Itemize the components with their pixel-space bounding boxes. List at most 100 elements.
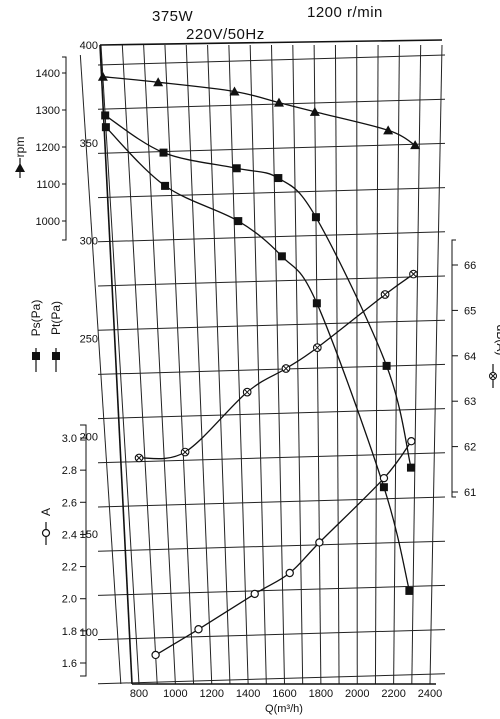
point-rpm [309, 106, 320, 116]
pt-axis-label: Pt(Pa) [49, 301, 63, 335]
grid-vline [164, 44, 195, 685]
grid-vline [249, 44, 267, 685]
noise-tick-label: 65 [464, 305, 476, 317]
grid-vline [393, 44, 400, 685]
point-a [379, 473, 389, 483]
current-tick-label: 2.4 [62, 529, 77, 541]
current-tick-label: 3.0 [62, 433, 77, 445]
point-db-a [180, 447, 190, 457]
point-ps-pa [379, 483, 388, 492]
noise-tick-label: 63 [464, 396, 476, 408]
point-db-a [409, 269, 418, 279]
point-rpm [153, 77, 164, 87]
noise-axis-label: dB(A) [494, 325, 500, 356]
grid-vline [143, 44, 176, 685]
series-rpm [97, 71, 421, 150]
noise-tick-label: 61 [464, 487, 476, 499]
point-a [315, 538, 324, 547]
point-ps-pa [405, 586, 414, 595]
point-rpm [410, 140, 421, 150]
current-tick-label: 2.0 [62, 594, 77, 606]
current-tick-label: 2.6 [62, 497, 77, 509]
point-db-a [281, 364, 291, 373]
point-a [194, 625, 203, 634]
point-a [151, 650, 160, 660]
speed-label: 1200 r/min [307, 4, 383, 21]
axes: 800 1000 1200 1400 1600 1800 2000 2200 2400 Q(m³/… [13, 40, 500, 715]
pressure-tick-label: 100 [80, 627, 98, 639]
rpm-axis-bracket [62, 56, 67, 241]
point-a [285, 568, 294, 578]
x-tick-label: 1600 [272, 688, 296, 700]
grid-vline [207, 44, 231, 685]
grid-hline [97, 540, 446, 552]
rpm-legend-marker [15, 163, 25, 172]
grid-hline [97, 231, 446, 243]
current-legend-marker [41, 528, 51, 538]
frame-top [99, 39, 443, 46]
x-axis-title: Q(m³/h) [265, 703, 303, 715]
x-tick-label: 2400 [418, 688, 442, 700]
series-ps-pa [101, 123, 414, 595]
series-pt-pa [101, 111, 415, 472]
rpm-tick-label: 1400 [36, 68, 60, 80]
noise-tick-label: 62 [464, 442, 476, 454]
grid-vline [292, 44, 304, 685]
grid-vline [411, 44, 422, 685]
point-pt-pa [159, 148, 168, 157]
series-line-rpm [102, 76, 416, 146]
grid-vline [334, 44, 340, 685]
grid-hline [97, 363, 446, 375]
grid-vline [271, 44, 285, 685]
point-db-a [242, 387, 252, 397]
ps-legend-marker [32, 352, 40, 360]
grid-hline [97, 98, 446, 110]
grid-hline [97, 496, 446, 508]
noise-tick-label: 64 [464, 351, 476, 363]
point-ps-pa [277, 252, 286, 261]
series-layer [97, 71, 421, 660]
grid-hline [97, 275, 446, 287]
rpm-tick-label: 1300 [36, 105, 60, 117]
x-tick-label: 1400 [236, 688, 260, 700]
point-a [250, 589, 259, 599]
grid-hline [97, 187, 446, 199]
point-pt-pa [232, 164, 241, 173]
x-tick-label: 2200 [381, 688, 405, 700]
point-pt-pa [311, 213, 320, 222]
grid-hline [97, 584, 446, 596]
grid-hline [97, 673, 446, 685]
grid-vline [313, 44, 322, 685]
point-pt-pa [382, 361, 391, 370]
point-db-a [380, 290, 390, 299]
rpm-axis-label: rpm [13, 137, 27, 158]
point-pt-pa [406, 463, 415, 472]
frame-left [99, 44, 133, 685]
grid-hline [97, 408, 446, 420]
point-db-a [134, 453, 144, 463]
point-pt-pa [101, 111, 110, 120]
pressure-tick-label: 250 [80, 334, 98, 346]
grid-vline [79, 54, 122, 685]
grid-hline [97, 142, 446, 154]
x-tick-label: 1200 [200, 688, 224, 700]
series-db-a [134, 269, 418, 463]
grid-hline [97, 629, 446, 641]
point-rpm [229, 86, 240, 96]
pt-legend-marker [52, 352, 60, 360]
x-tick-label: 1000 [163, 688, 187, 700]
pressure-tick-label: 200 [80, 431, 98, 443]
grid [79, 39, 446, 685]
current-axis-bracket [80, 424, 87, 677]
point-ps-pa [161, 181, 170, 190]
power-label: 375W [152, 8, 194, 25]
rpm-tick-label: 1000 [36, 216, 60, 228]
series-a [151, 437, 416, 660]
ps-axis-label: Ps(Pa) [29, 300, 43, 337]
current-tick-label: 2.2 [62, 562, 77, 574]
grid-hline [97, 54, 446, 66]
noise-legend-marker [489, 372, 497, 380]
current-axis-label: A [39, 508, 53, 516]
x-tick-label: 800 [130, 688, 148, 700]
